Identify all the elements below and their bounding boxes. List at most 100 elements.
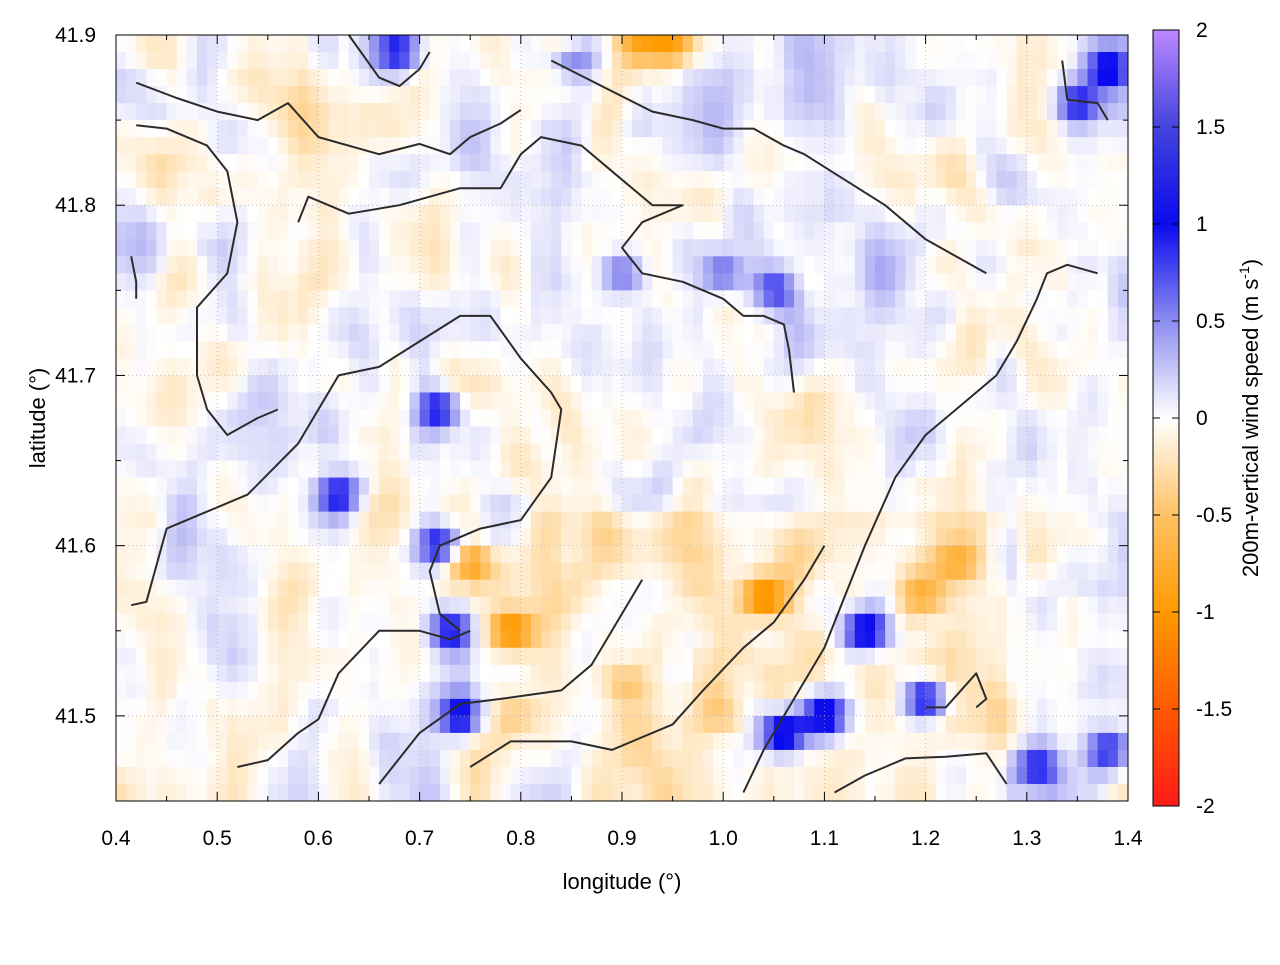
heat-cell <box>773 613 785 632</box>
heat-cell <box>895 494 906 513</box>
heat-cell <box>561 86 572 104</box>
heat-cell <box>561 171 572 189</box>
heat-cell <box>753 630 765 649</box>
heat-cell <box>713 103 724 121</box>
heat-cell <box>915 188 927 206</box>
heat-cell <box>389 528 400 547</box>
heat-cell <box>713 324 724 342</box>
heat-cell <box>237 426 249 445</box>
heat-cell <box>247 103 259 121</box>
heat-cell <box>632 409 643 428</box>
heat-cell <box>136 290 147 308</box>
heat-cell <box>530 783 542 801</box>
heat-cell <box>996 52 1008 70</box>
heat-cell <box>1036 511 1048 530</box>
heat-cell <box>692 35 704 53</box>
heat-cell <box>136 732 147 751</box>
heat-cell <box>288 120 299 138</box>
heat-cell <box>824 749 836 768</box>
heat-cell <box>227 409 239 428</box>
heat-cell <box>530 69 542 87</box>
heat-cell <box>824 273 836 291</box>
heat-cell <box>794 120 805 138</box>
heat-cell <box>277 426 289 445</box>
heat-cell <box>591 137 603 155</box>
heat-cell <box>955 528 967 547</box>
heat-cell <box>702 511 714 530</box>
heat-cell <box>500 341 512 360</box>
heat-cell <box>1057 698 1068 717</box>
heat-cell <box>1087 154 1099 172</box>
heat-cell <box>986 528 998 547</box>
heat-cell <box>885 613 896 632</box>
heat-cell <box>419 239 431 257</box>
heat-cell <box>439 477 451 496</box>
heat-cell <box>217 307 228 325</box>
heat-cell <box>379 222 390 240</box>
heat-cell <box>338 35 350 53</box>
heat-cell <box>369 273 380 291</box>
heat-cell <box>156 375 168 394</box>
heat-cell <box>692 511 704 530</box>
heat-cell <box>814 749 825 768</box>
heat-cell <box>1067 783 1078 801</box>
heat-cell <box>520 477 532 496</box>
heat-cell <box>581 358 593 377</box>
heat-cell <box>692 681 704 700</box>
heat-cell <box>955 307 967 325</box>
heat-cell <box>470 171 481 189</box>
heat-cell <box>358 460 370 479</box>
heat-cell <box>632 545 643 564</box>
heat-cell <box>298 256 309 274</box>
heat-cell <box>136 647 147 666</box>
heat-cell <box>652 188 664 206</box>
heat-cell <box>257 409 269 428</box>
heat-cell <box>288 494 299 513</box>
heat-cell <box>298 715 309 734</box>
heat-cell <box>520 443 532 462</box>
heat-cell <box>217 528 228 547</box>
heat-cell <box>439 613 451 632</box>
heat-cell <box>176 749 188 768</box>
heat-cell <box>804 392 815 411</box>
heat-cell <box>358 154 370 172</box>
heat-cell <box>632 460 643 479</box>
heat-cell <box>581 545 593 564</box>
heat-cell <box>389 392 400 411</box>
heat-cell <box>419 273 431 291</box>
heat-cell <box>298 698 309 717</box>
heat-cell <box>186 205 198 223</box>
heat-cell <box>196 239 208 257</box>
heat-cell <box>945 256 957 274</box>
heat-cell <box>439 715 451 734</box>
heat-cell <box>986 511 998 530</box>
heat-cell <box>945 511 957 530</box>
heat-cell <box>804 375 815 394</box>
heat-cell <box>1006 137 1018 155</box>
heat-cell <box>1107 647 1119 666</box>
heat-cell <box>328 256 340 274</box>
heat-cell <box>895 205 906 223</box>
heat-cell <box>500 766 512 785</box>
heat-cell <box>196 324 208 342</box>
heat-cell <box>581 256 593 274</box>
heat-cell <box>844 511 856 530</box>
heat-cell <box>217 375 228 394</box>
heat-cell <box>510 698 522 717</box>
heat-cell <box>247 596 259 615</box>
heat-cell <box>632 715 643 734</box>
heat-cell <box>885 137 896 155</box>
heat-cell <box>763 528 775 547</box>
heat-cell <box>196 596 208 615</box>
heat-cell <box>834 698 846 717</box>
heat-cell <box>541 35 552 53</box>
heat-cell <box>267 766 279 785</box>
heat-cell <box>338 511 350 530</box>
heat-cell <box>267 630 279 649</box>
heat-cell <box>409 766 421 785</box>
heat-cell <box>945 596 957 615</box>
heat-cell <box>1067 239 1078 257</box>
heat-cell <box>217 426 228 445</box>
heat-cell <box>449 120 461 138</box>
heat-cell <box>581 511 593 530</box>
